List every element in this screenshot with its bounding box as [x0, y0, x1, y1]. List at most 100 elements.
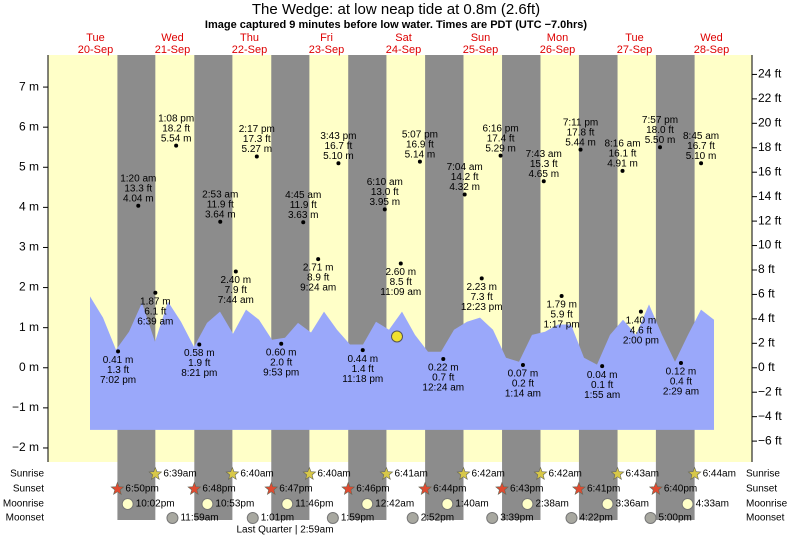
tide-time: 1:17 pm: [544, 320, 580, 331]
y2-tick-label: 10 ft: [758, 238, 782, 252]
moonrise-icon: [121, 498, 134, 510]
tide-point: [360, 348, 365, 353]
tide-label: 5.50 m: [645, 135, 676, 146]
y-tick-label: 2 m: [19, 280, 39, 294]
tide-point: [520, 362, 525, 367]
tide-ft: 11.9 ft: [290, 200, 317, 211]
tide-point: [174, 143, 179, 148]
tide-ft: 0.2 ft: [512, 379, 534, 390]
y2-tick-label: 2 ft: [758, 335, 775, 349]
moonset-icon: [166, 512, 179, 524]
y2-tick-label: 18 ft: [758, 140, 782, 154]
sunset-time: 6:41pm: [587, 484, 620, 495]
y-tick-label: 6 m: [19, 119, 39, 133]
chart-title: The Wedge: at low neap tide at 0.8m (2.6…: [252, 1, 540, 18]
row-label: Sunrise: [10, 469, 44, 480]
moonrise-time: 1:40am: [455, 499, 488, 510]
sunrise-time: 6:43am: [626, 469, 659, 480]
tide-ft: 17.8 ft: [567, 127, 595, 138]
y-tick-label: 0 m: [19, 360, 39, 374]
row-label: Moonrise: [3, 499, 45, 510]
moonrise-time: 3:36am: [616, 499, 649, 510]
moonrise-time: 11:46pm: [295, 499, 333, 510]
day-date: 25-Sep: [463, 44, 498, 56]
tide-point: [578, 147, 583, 152]
tide-point: [382, 207, 387, 212]
tide-time: 7:04 am: [447, 162, 483, 173]
tide-label: 0.58 m: [184, 348, 215, 359]
tide-time: 1:08 pm: [158, 113, 194, 124]
tide-point: [638, 309, 643, 314]
tide-label: 3.95 m: [369, 197, 400, 208]
tide-ft: 16.9 ft: [406, 139, 434, 150]
tide-ft: 7.3 ft: [471, 292, 493, 303]
sunset-time: 6:44pm: [433, 484, 466, 495]
tide-time: 5:07 pm: [402, 129, 438, 140]
tide-ft: 16.1 ft: [609, 149, 637, 160]
row-label: Moonset: [746, 513, 785, 524]
tide-point: [699, 161, 704, 166]
sunrise-icon: [610, 466, 625, 480]
tide-point: [620, 168, 625, 173]
moonset-time: 11:59am: [180, 513, 218, 524]
row-label: Moonrise: [746, 499, 788, 510]
tide-ft: 17.3 ft: [243, 134, 271, 145]
tide-time: 7:57 pm: [642, 115, 678, 126]
y2-tick-label: 8 ft: [758, 262, 775, 276]
tide-label: 1.40 m: [626, 315, 657, 326]
tide-label: 3.64 m: [205, 209, 236, 220]
day-name: Tue: [625, 32, 644, 44]
y2-tick-label: 4 ft: [758, 311, 775, 325]
moonrise-icon: [601, 498, 614, 510]
moonrise-icon: [681, 498, 694, 510]
sunset-time: 6:46pm: [356, 484, 389, 495]
tide-point: [279, 341, 284, 346]
moonrise-icon: [201, 498, 214, 510]
y2-tick-label: 20 ft: [758, 115, 782, 129]
chart-subtitle: Image captured 9 minutes before low wate…: [205, 19, 588, 31]
tide-time: 6:39 am: [137, 316, 173, 327]
tide-label: 0.12 m: [666, 367, 697, 378]
moonset-icon: [326, 512, 339, 524]
tide-ft: 13.3 ft: [124, 183, 152, 194]
tide-time: 8:16 am: [604, 139, 640, 150]
tide-ft: 1.3 ft: [107, 365, 129, 376]
tide-point: [658, 145, 663, 150]
row-label: Sunset: [13, 484, 44, 495]
tide-ft: 4.6 ft: [630, 325, 652, 336]
tide-point: [498, 153, 503, 158]
tide-ft: 0.7 ft: [432, 373, 454, 384]
tide-time: 8:45 am: [683, 131, 719, 142]
sunrise-icon: [687, 466, 702, 480]
tide-label: 5.54 m: [161, 133, 192, 144]
tide-ft: 8.5 ft: [390, 277, 412, 288]
night-band: [194, 55, 233, 520]
moonset-time: 1:59pm: [341, 513, 374, 524]
tide-time: 2:53 am: [202, 189, 238, 200]
tide-point: [479, 276, 484, 281]
tide-time: 1:55 am: [584, 390, 620, 401]
night-band: [578, 55, 618, 520]
tide-label: 5.10 m: [323, 151, 354, 162]
y-tick-label: −1 m: [12, 400, 39, 414]
sunrise-time: 6:40am: [240, 469, 273, 480]
tide-ft: 17.4 ft: [487, 133, 515, 144]
sunrise-icon: [379, 466, 394, 480]
day-name: Mon: [547, 32, 568, 44]
moonset-time: 2:52pm: [421, 513, 454, 524]
day-date: 28-Sep: [694, 44, 729, 56]
tide-point: [417, 159, 422, 164]
sunrise-icon: [148, 466, 163, 480]
day-date: 22-Sep: [232, 44, 267, 56]
sunrise-time: 6:42am: [548, 469, 581, 480]
tide-ft: 16.7 ft: [325, 141, 353, 152]
tide-point: [398, 261, 403, 266]
tide-time: 7:11 pm: [563, 117, 598, 128]
tide-point: [153, 290, 158, 295]
moonset-icon: [644, 512, 657, 524]
y-tick-label: 5 m: [19, 159, 39, 173]
sunrise-time: 6:40am: [317, 469, 350, 480]
tide-time: 7:44 am: [218, 295, 254, 306]
sunrise-time: 6:39am: [163, 469, 196, 480]
y-tick-label: 4 m: [19, 200, 39, 214]
